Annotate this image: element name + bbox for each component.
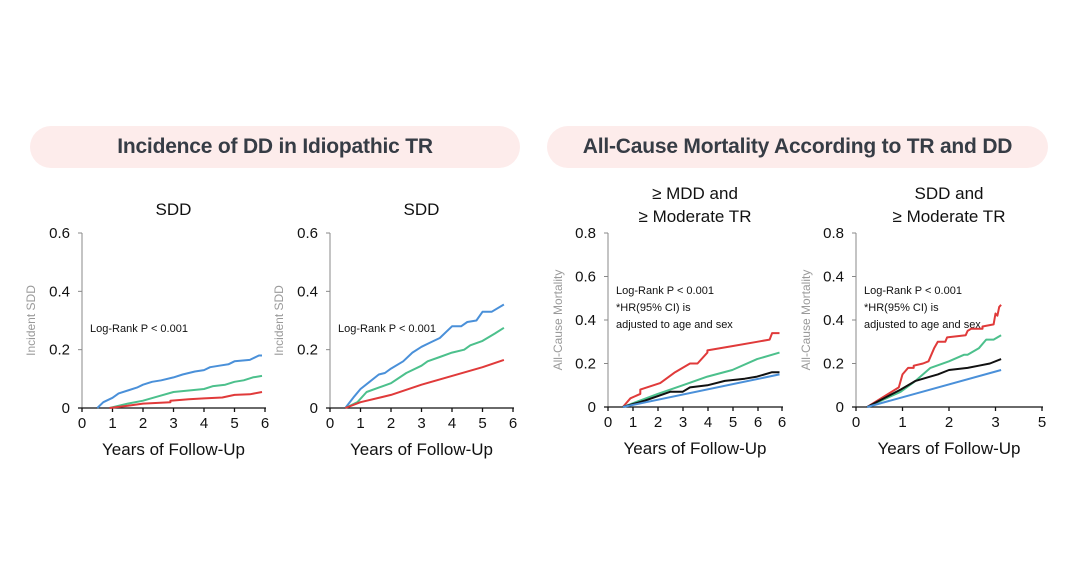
chart-title: SDD and	[915, 184, 984, 203]
y-tick-label: 0.2	[575, 356, 596, 373]
x-tick-label: 6	[754, 414, 762, 431]
chart-title: ≥ MDD and	[652, 184, 738, 203]
section-banner-incidence-label: Incidence of DD in Idiopathic TR	[117, 135, 433, 158]
series-line-red	[109, 391, 263, 409]
x-tick-label: 2	[139, 415, 147, 432]
series-line-blue	[866, 369, 1002, 408]
x-tick-label: 0	[604, 414, 612, 431]
x-tick-label: 6	[509, 415, 517, 432]
x-tick-label: 1	[356, 415, 364, 432]
y-tick-label: 0	[310, 400, 318, 417]
x-axis-title: Years of Follow-Up	[878, 439, 1021, 458]
x-axis-title: Years of Follow-Up	[102, 440, 245, 459]
x-tick-label: 4	[448, 415, 456, 432]
y-tick-label: 0	[588, 399, 596, 416]
chart-title: SDD	[156, 200, 192, 219]
series-line-red	[622, 332, 780, 408]
x-tick-label: 0	[326, 415, 334, 432]
y-tick-label: 0.4	[575, 312, 596, 329]
x-tick-label: 6	[778, 414, 786, 431]
y-tick-label: 0.4	[823, 312, 844, 329]
x-tick-label: 5	[478, 415, 486, 432]
y-tick-label: 0.4	[823, 269, 844, 286]
annotation-text: Log-Rank P < 0.001	[616, 285, 714, 297]
chart-title: ≥ Moderate TR	[893, 207, 1006, 226]
annotation-text: Log-Rank P < 0.001	[864, 285, 962, 297]
x-axis-title: Years of Follow-Up	[350, 440, 493, 459]
series-line-green	[109, 374, 263, 409]
x-tick-label: 0	[852, 414, 860, 431]
chart-title: ≥ Moderate TR	[639, 207, 752, 226]
annotation-text: Log-Rank P < 0.001	[90, 323, 188, 335]
x-tick-label: 6	[261, 415, 269, 432]
series-line-red	[866, 304, 1002, 408]
x-tick-label: 2	[945, 414, 953, 431]
y-tick-label: 0.2	[297, 342, 318, 359]
x-tick-label: 3	[991, 414, 999, 431]
y-tick-label: 0.2	[49, 342, 70, 359]
annotation-text: Log-Rank P < 0.001	[338, 323, 436, 335]
series-line-black	[622, 371, 780, 408]
y-tick-label: 0.8	[823, 225, 844, 242]
x-tick-label: 1	[898, 414, 906, 431]
series-line-black	[866, 358, 1002, 408]
y-axis-title: Incident SDD	[272, 285, 286, 356]
series-line-blue	[96, 354, 262, 409]
x-tick-label: 5	[729, 414, 737, 431]
series-line-blue	[344, 303, 505, 409]
series-line-blue	[622, 373, 780, 408]
x-tick-label: 3	[417, 415, 425, 432]
x-tick-label: 5	[230, 415, 238, 432]
annotation-text: adjusted to age and sex	[616, 319, 733, 331]
series-line-red	[344, 358, 505, 409]
y-tick-label: 0	[62, 400, 70, 417]
section-banner-mortality-label: All-Cause Mortality According to TR and …	[582, 135, 1013, 158]
x-tick-label: 0	[78, 415, 86, 432]
x-tick-label: 2	[654, 414, 662, 431]
x-tick-label: 5	[1038, 414, 1046, 431]
x-tick-label: 3	[679, 414, 687, 431]
series-line-green	[622, 351, 780, 408]
y-tick-label: 0.4	[49, 283, 70, 300]
x-tick-label: 4	[200, 415, 208, 432]
annotation-text: *HR(95% CI) is	[864, 302, 939, 314]
y-axis-title: All-Cause Mortality	[551, 270, 565, 371]
x-tick-label: 1	[629, 414, 637, 431]
y-tick-label: 0.6	[575, 269, 596, 286]
y-tick-label: 0.4	[297, 283, 318, 300]
x-tick-label: 2	[387, 415, 395, 432]
y-tick-label: 0.8	[575, 225, 596, 242]
y-axis-title: Incident SDD	[24, 285, 38, 356]
chart-title: SDD	[404, 200, 440, 219]
section-banner-mortality: All-Cause Mortality According to TR and …	[547, 126, 1048, 168]
annotation-text: adjusted to age and sex	[864, 319, 981, 331]
series-line-green	[344, 326, 505, 409]
annotation-text: *HR(95% CI) is	[616, 302, 691, 314]
section-banner-incidence: Incidence of DD in Idiopathic TR	[30, 126, 520, 168]
x-tick-label: 4	[704, 414, 712, 431]
x-axis-title: Years of Follow-Up	[624, 439, 767, 458]
y-tick-label: 0.6	[49, 225, 70, 242]
x-tick-label: 3	[169, 415, 177, 432]
y-axis-title: All-Cause Mortality	[799, 270, 813, 371]
y-tick-label: 0	[836, 399, 844, 416]
y-tick-label: 0.6	[297, 225, 318, 242]
y-tick-label: 0.2	[823, 356, 844, 373]
x-tick-label: 1	[108, 415, 116, 432]
